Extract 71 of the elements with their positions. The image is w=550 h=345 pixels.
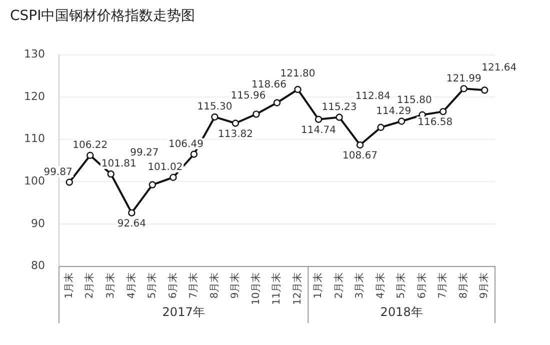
x-tick-label: 2月末 [84,272,96,299]
text: 115.23 [322,102,357,113]
y-tick-label: 120 [24,90,45,103]
x-tick-label: 7月末 [436,272,449,299]
x-tick-label: 5月末 [146,272,158,299]
x-tick-label: 3月末 [354,272,366,299]
x-tick-label: 1月末 [312,272,324,299]
point [294,86,302,94]
text: 115.30 [197,102,232,113]
y-tick-label: 90 [30,216,45,230]
point [314,116,322,123]
text: 118.66 [252,80,287,91]
x-tick-label: 9月末 [478,272,490,299]
text: 115.96 [230,90,266,102]
point [398,118,406,125]
point [190,150,198,158]
x-tick-label: 10月末 [250,272,262,306]
point [66,178,73,186]
text: 101.81 [101,158,136,170]
point [336,114,343,121]
text: 99.27 [130,148,159,159]
point [128,209,136,216]
text: 99.87 [44,166,72,178]
text: 2017年 [162,305,205,320]
y-tick-label: 110 [24,132,45,146]
text: 106.22 [72,140,108,151]
text: 114.74 [301,124,336,136]
y-tick-label: 100 [24,174,45,188]
text: 121.64 [482,62,517,74]
point [232,120,240,127]
x-tick-label: 12月末 [291,272,304,306]
point [211,113,218,121]
text: 113.82 [218,128,253,140]
x-tick-label: 8月末 [208,272,220,299]
y-tick-label: 130 [24,48,45,61]
text: 108.67 [342,150,378,162]
point [273,99,281,106]
x-tick-label: 6月末 [416,272,428,299]
text: 121.80 [280,68,316,80]
x-tick-label: 2月末 [332,272,345,299]
text: 106.49 [168,138,204,150]
chart-title: CSPI中国钢材价格指数走势图 [10,8,196,24]
x-tick-label: 4月末 [125,272,138,299]
x-tick-label: 8月末 [457,272,470,299]
point [481,86,488,94]
point [107,170,114,178]
point [377,124,384,131]
text: 112.84 [355,90,390,102]
text: 114.29 [376,106,412,117]
text: 116.58 [418,117,453,128]
x-tick-label: 6月末 [166,272,179,299]
point [170,174,177,181]
point [439,108,447,116]
x-tick-label: 3月末 [104,272,116,299]
text: 92.64 [117,218,146,230]
x-tick-label: 11月末 [270,272,283,306]
x-tick-label: 7月末 [188,272,200,299]
y-tick-label: 80 [30,259,45,272]
x-tick-label: 4月末 [374,272,386,299]
text: 101.02 [148,162,183,173]
x-tick-label: 9月末 [229,272,242,299]
point [252,110,260,118]
point [356,141,364,149]
x-tick-label: 5月末 [395,272,408,299]
point [148,181,156,188]
text: 2018年 [380,305,423,320]
point [86,152,94,159]
text: 121.99 [446,73,482,84]
x-tick-label: 1月末 [62,272,75,299]
point [460,85,468,92]
text: 115.80 [396,94,432,106]
